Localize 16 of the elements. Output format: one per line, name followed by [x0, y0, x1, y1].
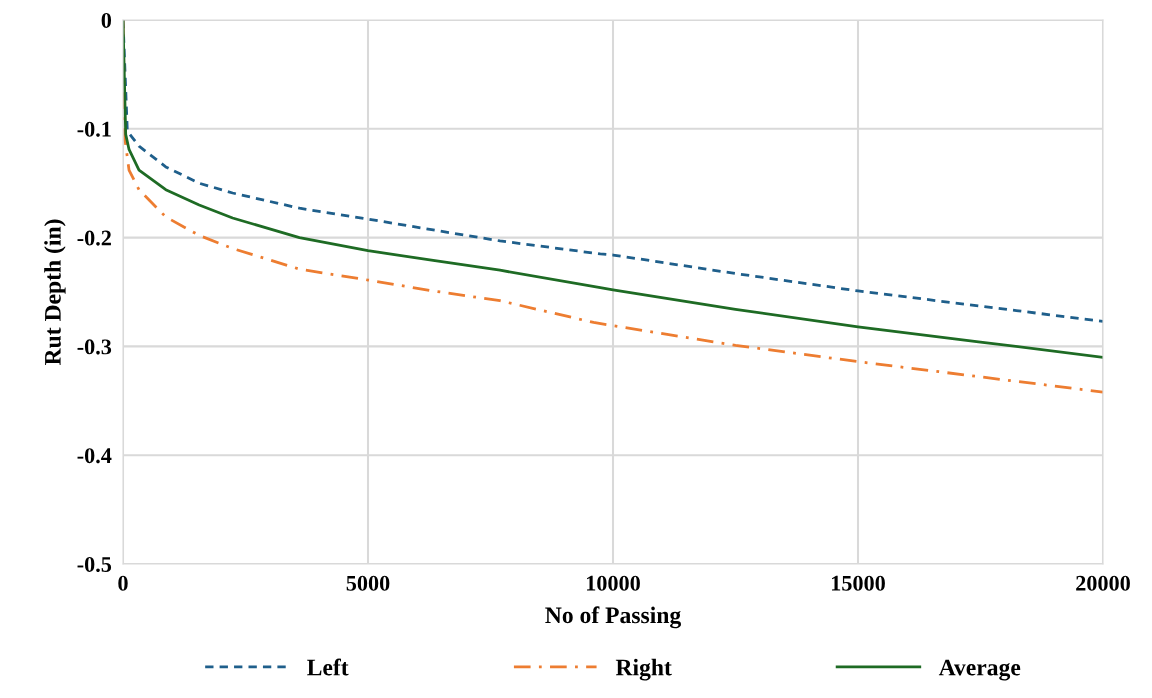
y-axis-title: Rut Depth (in): [44, 219, 66, 366]
x-axis-title: No of Passing: [545, 606, 681, 629]
x-tick-label: 10000: [587, 575, 640, 591]
legend-label: Average: [938, 659, 1021, 681]
y-tick-label: -0.1: [77, 121, 111, 137]
legend-label: Right: [615, 658, 672, 681]
y-tick-label: -0.4: [77, 448, 112, 464]
x-tick-label: 5000: [346, 575, 390, 591]
legend-label: Left: [307, 658, 349, 676]
x-tick-label: 0: [118, 575, 128, 591]
x-tick-label: 15000: [832, 575, 885, 591]
x-tick-label: 20000: [1076, 575, 1130, 591]
y-tick-label: -0.3: [77, 339, 112, 355]
y-tick-label: 0: [101, 12, 112, 28]
y-tick-label: -0.2: [77, 230, 111, 246]
y-tick-label: -0.5: [77, 556, 112, 573]
